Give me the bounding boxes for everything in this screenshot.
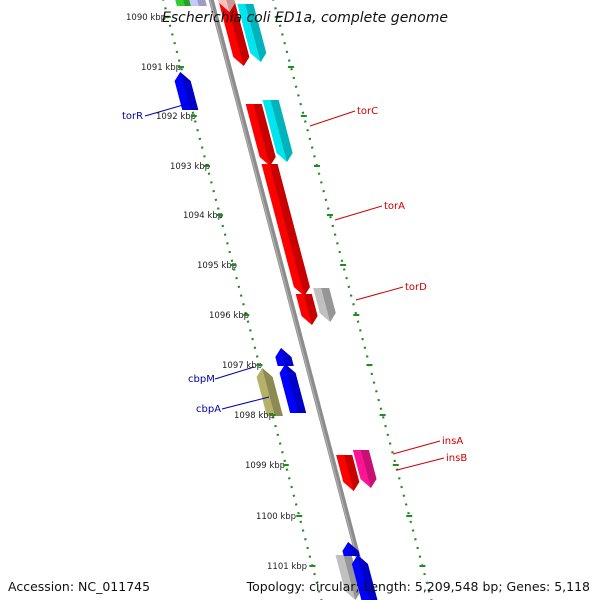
genome-backbone-highlight [209,0,369,600]
gene-feature-19-shade [357,555,378,600]
gene-torR-label[interactable]: torR [122,111,143,122]
gene-feature-8-shade [270,100,293,162]
gene-torA-shade [269,164,310,296]
gene-torA[interactable] [261,164,310,296]
gene-torD-label[interactable]: torD [405,282,427,293]
gene-torA-leader [334,205,383,221]
gene-torR-shade [180,72,199,110]
tick-label: 1101 kbp [267,562,307,572]
gene-feature-19[interactable] [351,555,378,600]
genome-summary-text: Topology: circular; Length: 5,209,548 bp… [246,579,590,594]
gene-cbpM[interactable] [279,364,307,413]
gene-insA-label[interactable]: insA [442,436,463,447]
gene-torC-label[interactable]: torC [357,106,378,117]
tick-label: 1097 kbp [222,361,262,371]
tick-label: 1099 kbp [245,461,285,471]
gene-feature-4-shade [226,0,236,12]
tick-label: 1091 kbp [141,63,181,73]
tick-label: 1100 kbp [256,512,296,522]
gene-insB-leader [396,457,445,471]
gene-torC[interactable] [245,104,276,166]
gene-feature-18[interactable] [342,542,360,556]
gene-cbpM-label[interactable]: cbpM [188,374,215,385]
gene-cbpM-leader [214,366,255,380]
gene-feature-5[interactable] [237,4,267,62]
gene-torR-leader [144,102,191,117]
gene-insA-shade [344,455,360,491]
gene-feature-2[interactable] [188,0,207,6]
gene-feature-8[interactable] [262,100,293,162]
gene-feature-3[interactable] [218,0,250,66]
tick-label: 1094 kbp [183,211,223,221]
tick-label: 1098 kbp [234,411,274,421]
gene-cbpA-shade [262,368,283,416]
gene-insB-shade [360,450,377,488]
gene-feature-17-shade [343,555,361,600]
gene-cbpA-label[interactable]: cbpA [196,404,221,415]
gene-feature-5-shade [245,4,267,62]
tick-label: 1090 kbp [126,13,166,23]
gene-torD-shade [303,294,318,325]
gene-torD-leader [355,286,404,301]
gene-insA-leader [392,440,441,455]
accession-text: Accession: NC_011745 [8,579,151,594]
gene-feature-11[interactable] [313,288,336,322]
gene-feature-17[interactable] [335,555,361,600]
gene-feature-4[interactable] [215,0,236,12]
gene-cbpM-shade [285,364,307,413]
tick-label: 1092 kbp [156,112,196,122]
gene-torC-shade [253,104,276,166]
gene-feature-12-shade [280,348,294,366]
gene-torA-label[interactable]: torA [384,201,405,212]
genome-backbone [208,0,372,600]
map-title: Escherichia coli ED1a, complete genome [162,10,448,26]
right-tick-track [272,0,433,600]
gene-feature-12[interactable] [275,348,294,366]
gene-torD[interactable] [295,294,318,325]
gene-torR[interactable] [174,72,199,110]
tick-label: 1093 kbp [170,162,210,172]
gene-cbpA[interactable] [256,368,283,416]
gene-feature-18-shade [348,542,360,556]
gene-feature-3-shade [226,0,250,66]
tick-label: 1095 kbp [197,261,237,271]
gene-insB[interactable] [352,450,377,488]
gene-cbpA-leader [221,396,270,410]
gene-feature-11-shade [321,288,336,322]
tick-label: 1096 kbp [209,311,249,321]
gene-torC-leader [309,110,356,127]
gene-insB-label[interactable]: insB [446,453,467,464]
gene-insA[interactable] [336,455,360,491]
gene-feature-2-shade [197,0,207,6]
